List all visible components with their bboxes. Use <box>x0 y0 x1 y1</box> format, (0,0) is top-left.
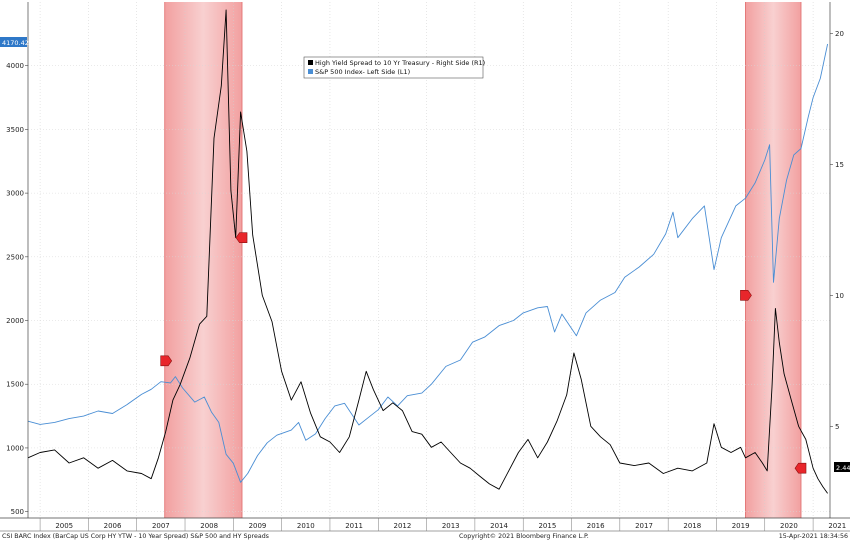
event-marker-3 <box>794 462 807 474</box>
hy-last-tag-bg <box>834 462 850 472</box>
legend: High Yield Spread to 10 Yr Treasury - Ri… <box>303 56 485 79</box>
x-tick-label-2006: 2006 <box>104 522 122 530</box>
footer-source: CSI BARC Index (BarCap US Corp HY YTW - … <box>2 533 269 540</box>
legend-label-spx: S&P 500 Index- Left Side (L1) <box>315 68 410 76</box>
x-tick-label-2011: 2011 <box>345 522 363 530</box>
x-tick-label-2019: 2019 <box>732 522 750 530</box>
y-left-tick-label-2500: 2500 <box>6 253 24 261</box>
series-lines <box>27 9 829 494</box>
x-tick-label-2020: 2020 <box>780 522 798 530</box>
x-tick-label-2013: 2013 <box>442 522 460 530</box>
gridlines <box>28 2 830 518</box>
y-left-tick-label-1000: 1000 <box>6 444 24 452</box>
legend-label-hy: High Yield Spread to 10 Yr Treasury - Ri… <box>315 59 485 67</box>
event-markers <box>160 232 807 474</box>
footer-copyright: Copyright© 2021 Bloomberg Finance L.P. <box>459 532 589 540</box>
hy-spread-series-line <box>27 9 828 494</box>
axes: 5001000150020002500300035004000510152020… <box>0 2 850 532</box>
x-tick-label-2017: 2017 <box>635 522 653 530</box>
spx-last-tag-bg <box>0 37 27 47</box>
y-right-tick-label-20: 20 <box>835 30 844 38</box>
legend-swatch-spx <box>308 69 313 74</box>
x-tick-label-2005: 2005 <box>55 522 73 530</box>
y-left-tick-label-1500: 1500 <box>6 381 24 389</box>
y-left-tick-label-500: 500 <box>11 508 24 516</box>
x-tick-label-2010: 2010 <box>297 522 315 530</box>
legend-swatch-hy <box>308 60 313 65</box>
footer-timestamp: 15-Apr-2021 18:34:56 <box>779 533 848 540</box>
hy-last-value: 2.44 <box>836 464 850 472</box>
event-marker-1 <box>235 232 248 244</box>
recession-band-0 <box>164 2 243 518</box>
last-value-tags: 4170.42 2.44 <box>0 37 850 472</box>
x-tick-label-2018: 2018 <box>683 522 701 530</box>
spx-series-line <box>27 43 829 483</box>
x-tick-label-2007: 2007 <box>152 522 170 530</box>
x-tick-label-2009: 2009 <box>249 522 267 530</box>
legend-box <box>303 56 484 79</box>
footer: CSI BARC Index (BarCap US Corp HY YTW - … <box>2 532 848 540</box>
event-marker-0 <box>160 355 173 367</box>
y-right-tick-label-5: 5 <box>835 423 839 431</box>
x-tick-label-2015: 2015 <box>538 522 556 530</box>
x-tick-label-2016: 2016 <box>587 522 605 530</box>
x-tick-label-2021: 2021 <box>828 522 846 530</box>
x-tick-label-2012: 2012 <box>394 522 412 530</box>
y-left-tick-label-3500: 3500 <box>6 126 24 134</box>
y-right-tick-label-15: 15 <box>835 161 844 169</box>
y-left-tick-label-4000: 4000 <box>6 62 24 70</box>
x-tick-label-2008: 2008 <box>200 522 218 530</box>
y-left-tick-label-3000: 3000 <box>6 190 24 198</box>
spx-last-value: 4170.42 <box>2 39 29 47</box>
y-right-tick-label-10: 10 <box>835 292 844 300</box>
x-tick-label-2014: 2014 <box>490 522 508 530</box>
event-marker-2 <box>740 290 752 301</box>
y-left-tick-label-2000: 2000 <box>6 317 24 325</box>
